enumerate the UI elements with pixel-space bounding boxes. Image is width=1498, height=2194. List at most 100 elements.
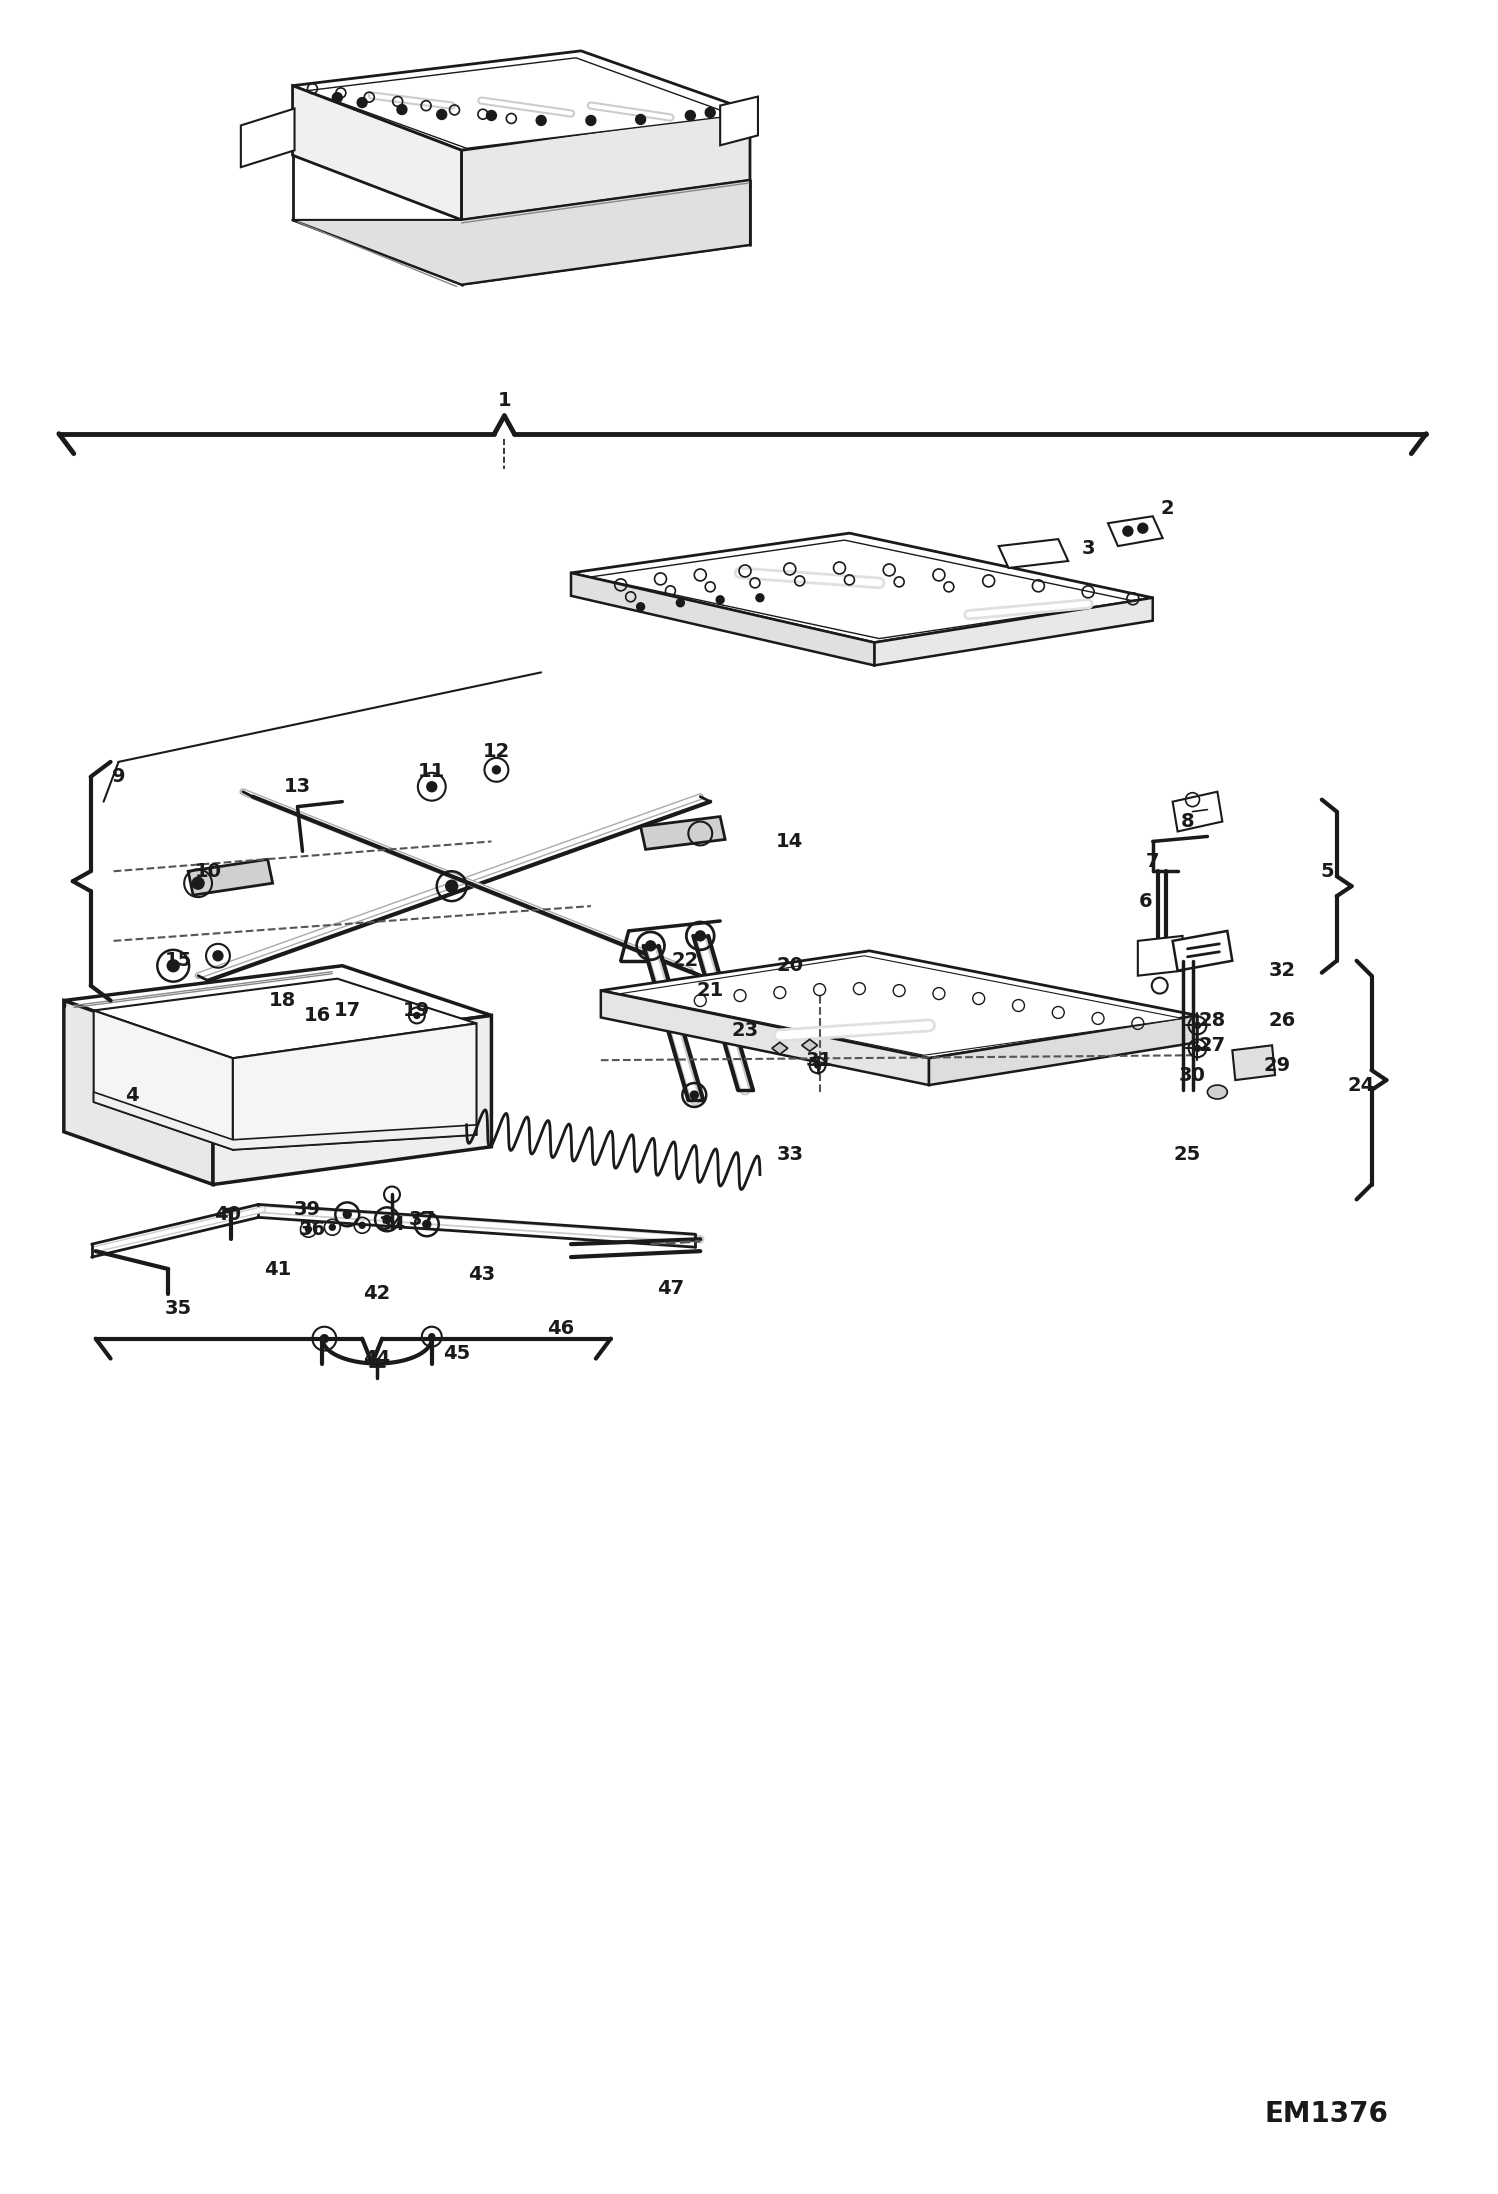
Circle shape [446, 880, 457, 893]
Circle shape [716, 597, 724, 603]
Text: 39: 39 [294, 1200, 321, 1220]
Text: 12: 12 [482, 742, 509, 761]
Text: 10: 10 [195, 862, 222, 880]
Polygon shape [307, 57, 736, 149]
Polygon shape [1109, 516, 1162, 546]
Circle shape [360, 1222, 366, 1229]
Polygon shape [641, 816, 725, 849]
Text: 4: 4 [124, 1086, 138, 1104]
Polygon shape [241, 108, 295, 167]
Circle shape [635, 114, 646, 125]
Text: 8: 8 [1180, 812, 1194, 832]
Polygon shape [292, 180, 750, 285]
Text: 22: 22 [671, 952, 700, 970]
Text: 34: 34 [379, 1215, 406, 1233]
Circle shape [487, 110, 496, 121]
Circle shape [213, 950, 223, 961]
Circle shape [815, 1062, 821, 1068]
Ellipse shape [1207, 1086, 1227, 1099]
Polygon shape [590, 540, 1132, 638]
Text: 11: 11 [418, 761, 445, 781]
Polygon shape [461, 110, 750, 219]
Text: 36: 36 [300, 1220, 327, 1240]
Text: 30: 30 [1179, 1066, 1206, 1084]
Text: 26: 26 [1269, 1011, 1296, 1029]
Polygon shape [64, 1000, 213, 1185]
Text: 29: 29 [1263, 1055, 1291, 1075]
Text: 47: 47 [658, 1279, 685, 1299]
Text: 6: 6 [1138, 891, 1152, 911]
Polygon shape [999, 540, 1068, 568]
Text: 17: 17 [334, 1000, 361, 1020]
Polygon shape [1138, 937, 1182, 976]
Circle shape [691, 1090, 698, 1099]
Text: EM1376: EM1376 [1264, 2100, 1389, 2128]
Text: 18: 18 [270, 992, 297, 1009]
Circle shape [321, 1334, 328, 1343]
Circle shape [756, 595, 764, 601]
Circle shape [428, 1334, 434, 1341]
Circle shape [1194, 1022, 1200, 1029]
Polygon shape [601, 992, 929, 1086]
Text: 2: 2 [1161, 498, 1174, 518]
Polygon shape [213, 1016, 491, 1185]
Circle shape [536, 116, 547, 125]
Text: 16: 16 [304, 1007, 331, 1025]
Polygon shape [1173, 792, 1222, 832]
Polygon shape [721, 97, 758, 145]
Circle shape [493, 766, 500, 774]
Circle shape [333, 92, 342, 103]
Text: 3: 3 [1082, 538, 1095, 557]
Circle shape [330, 1224, 336, 1231]
Polygon shape [189, 860, 273, 895]
Text: 28: 28 [1198, 1011, 1225, 1029]
Polygon shape [1173, 930, 1233, 970]
Text: 31: 31 [806, 1051, 833, 1071]
Polygon shape [801, 1040, 818, 1051]
Polygon shape [94, 1093, 476, 1150]
Text: 7: 7 [1146, 851, 1159, 871]
Polygon shape [292, 50, 750, 151]
Text: 32: 32 [1269, 961, 1296, 981]
Text: 45: 45 [443, 1345, 470, 1362]
Text: 46: 46 [547, 1319, 575, 1338]
Circle shape [646, 941, 656, 950]
Text: 33: 33 [776, 1145, 803, 1165]
Circle shape [306, 1226, 312, 1233]
Circle shape [343, 1211, 351, 1218]
Text: 9: 9 [112, 768, 126, 785]
Polygon shape [601, 950, 1197, 1058]
Polygon shape [232, 1022, 476, 1150]
Text: 1: 1 [497, 391, 511, 410]
Text: 41: 41 [264, 1259, 291, 1279]
Text: 24: 24 [1348, 1075, 1375, 1095]
Text: 35: 35 [165, 1299, 192, 1319]
Text: 44: 44 [364, 1349, 391, 1369]
Polygon shape [292, 86, 461, 219]
Polygon shape [929, 1016, 1197, 1086]
Polygon shape [94, 1011, 232, 1150]
Circle shape [413, 1011, 419, 1018]
Circle shape [168, 959, 180, 972]
Polygon shape [261, 981, 303, 1011]
Circle shape [586, 116, 596, 125]
Text: 13: 13 [285, 777, 312, 796]
Text: 14: 14 [776, 832, 803, 851]
Text: 19: 19 [403, 1000, 430, 1020]
Circle shape [397, 105, 407, 114]
Text: 27: 27 [1198, 1036, 1225, 1055]
Circle shape [706, 108, 715, 118]
Text: 21: 21 [697, 981, 724, 1000]
Circle shape [1138, 522, 1147, 533]
Circle shape [427, 781, 437, 792]
Circle shape [637, 603, 644, 610]
Text: 42: 42 [364, 1283, 391, 1303]
Polygon shape [771, 1042, 788, 1055]
Text: 5: 5 [1320, 862, 1333, 880]
Text: 40: 40 [214, 1205, 241, 1224]
Polygon shape [571, 533, 1153, 643]
Circle shape [357, 97, 367, 108]
Circle shape [695, 930, 706, 941]
Text: 20: 20 [776, 957, 803, 976]
Circle shape [383, 1215, 391, 1224]
